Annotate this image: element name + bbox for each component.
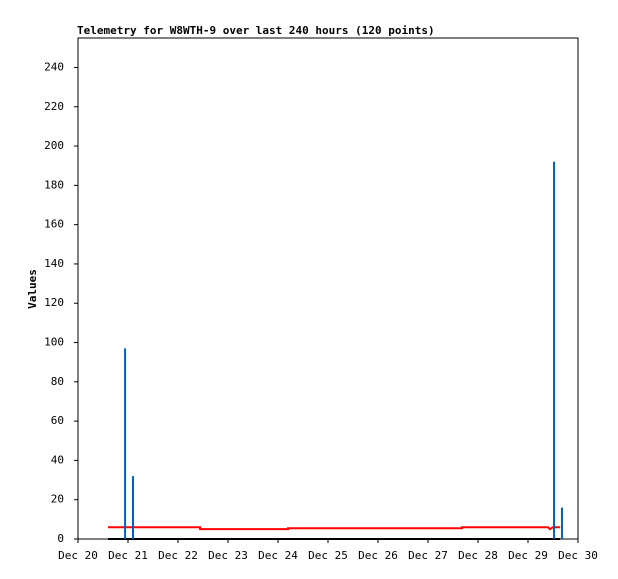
y-tick-label: 160 (44, 218, 64, 231)
y-tick-label: 20 (51, 493, 64, 506)
y-tick-label: 180 (44, 178, 64, 191)
y-tick-label: 200 (44, 139, 64, 152)
y-tick-label: 60 (51, 414, 64, 427)
y-tick-label: 0 (57, 532, 64, 545)
y-axis-label: Values (26, 269, 39, 309)
x-tick-label: Dec 27 (408, 549, 448, 562)
x-tick-label: Dec 29 (508, 549, 548, 562)
y-tick-label: 80 (51, 375, 64, 388)
x-tick-label: Dec 20 (58, 549, 98, 562)
x-tick-label: Dec 30 (558, 549, 598, 562)
x-tick-label: Dec 22 (158, 549, 198, 562)
x-tick-label: Dec 23 (208, 549, 248, 562)
series-line (108, 526, 561, 531)
chart-title: Telemetry for W8WTH-9 over last 240 hour… (77, 24, 435, 37)
y-tick-label: 220 (44, 100, 64, 113)
x-tick-label: Dec 24 (258, 549, 298, 562)
x-tick-label: Dec 26 (358, 549, 398, 562)
x-tick-label: Dec 25 (308, 549, 348, 562)
x-tick-label: Dec 28 (458, 549, 498, 562)
y-tick-label: 100 (44, 336, 64, 349)
y-tick-label: 140 (44, 257, 64, 270)
x-tick-label: Dec 21 (108, 549, 148, 562)
y-tick-label: 40 (51, 453, 64, 466)
y-tick-label: 120 (44, 296, 64, 309)
y-tick-label: 240 (44, 60, 64, 73)
